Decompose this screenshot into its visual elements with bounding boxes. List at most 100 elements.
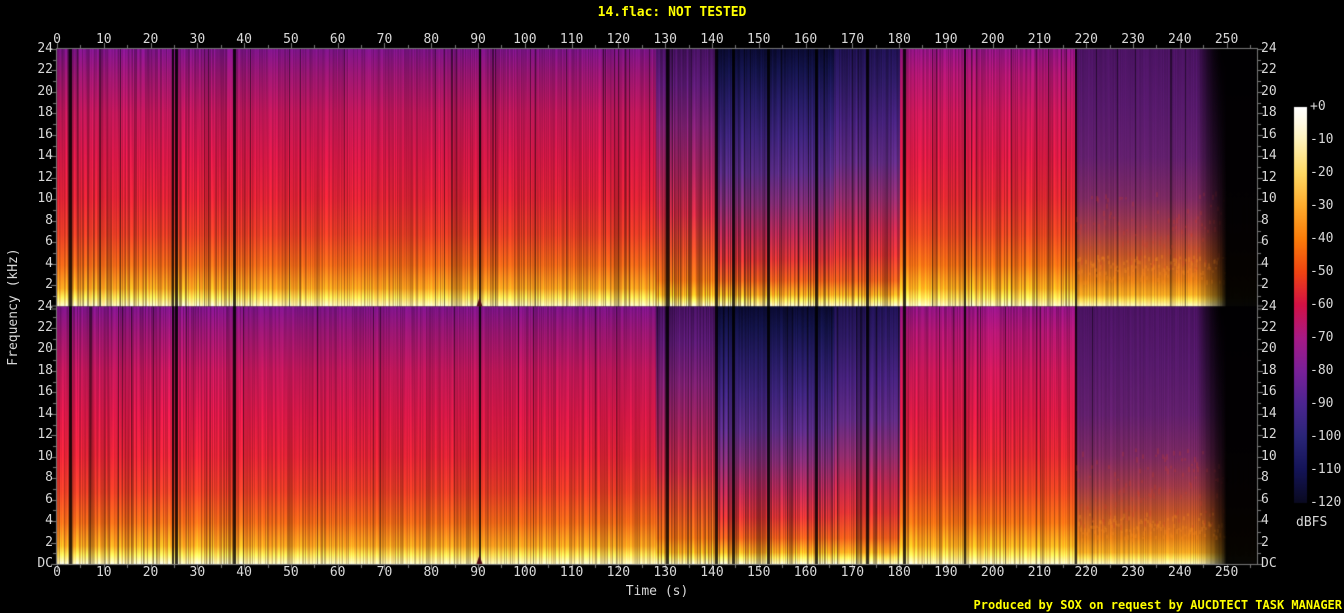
time-tick-label-top: 240 [1168, 32, 1192, 47]
freq-tick-label-right: 12 [1261, 427, 1277, 443]
freq-tick-label-right: 2 [1261, 534, 1269, 550]
time-tick-label-bottom: 180 [887, 565, 911, 580]
colorbar-unit-label: dBFS [1296, 515, 1328, 530]
time-tick-label-bottom: 80 [423, 565, 440, 580]
time-tick-label-bottom: 210 [1027, 565, 1052, 580]
time-tick-label-top: 40 [236, 32, 252, 47]
colorbar-tick-label: -90 [1310, 396, 1334, 411]
freq-tick-label-left: 24 [37, 41, 53, 56]
time-tick-label-top: 10 [95, 32, 112, 47]
time-tick-label-bottom: 120 [606, 565, 631, 580]
time-tick-label-bottom: 110 [559, 565, 584, 580]
colorbar-tick-label: -120 [1310, 495, 1342, 510]
time-tick-label-top: 70 [376, 32, 393, 47]
freq-tick-label-right: 24 [1261, 41, 1277, 56]
time-tick-label-bottom: 130 [653, 565, 677, 580]
time-tick-label-top: 220 [1074, 32, 1098, 47]
time-tick-label-top: 150 [747, 32, 771, 47]
freq-tick-label-right: 4 [1261, 513, 1269, 529]
freq-tick-label-left: 18 [37, 362, 53, 378]
time-tick-label-top: 120 [606, 32, 631, 47]
freq-tick-label-left: 16 [37, 384, 53, 400]
time-tick-label-top: 210 [1027, 32, 1052, 47]
freq-tick-label-right: 10 [1261, 191, 1277, 207]
time-tick-label-top: 110 [559, 32, 584, 47]
time-axis-label: Time (s) [625, 584, 689, 599]
freq-tick-label-right: 22 [1261, 62, 1277, 78]
freq-tick-label-right: 18 [1261, 105, 1277, 121]
freq-tick-label-right: 14 [1261, 405, 1277, 421]
colorbar-tick-label: -60 [1310, 297, 1334, 312]
freq-tick-label-left: 14 [37, 405, 53, 421]
time-tick-label-bottom: 50 [283, 565, 299, 580]
colorbar-tick-label: -30 [1310, 198, 1334, 213]
time-tick-label-bottom: 170 [840, 565, 865, 580]
time-tick-label-bottom: 150 [747, 565, 771, 580]
time-tick-label-top: 160 [793, 32, 818, 47]
freq-tick-label-left: 8 [45, 212, 53, 228]
freq-tick-label-right: 16 [1261, 384, 1277, 400]
freq-tick-label-right: 4 [1261, 255, 1269, 271]
time-tick-label-bottom: 100 [513, 565, 537, 580]
freq-tick-label-left: 2 [45, 277, 53, 293]
time-tick-label-bottom: 10 [95, 565, 112, 580]
freq-tick-label-left: DC [37, 556, 53, 571]
time-tick-label-bottom: 160 [793, 565, 818, 580]
time-tick-label-top: 200 [980, 32, 1005, 47]
time-tick-label-top: 230 [1121, 32, 1145, 47]
freq-tick-label-right: 16 [1261, 126, 1277, 142]
time-tick-label-bottom: 40 [236, 565, 252, 580]
freq-tick-label-left: 24 [37, 298, 53, 314]
time-tick-label-bottom: 200 [980, 565, 1005, 580]
freq-tick-label-left: 22 [37, 62, 53, 78]
time-tick-label-top: 100 [513, 32, 537, 47]
time-tick-label-top: 0 [53, 32, 61, 47]
freq-tick-label-left: 20 [37, 83, 53, 99]
colorbar-tick-label: -100 [1310, 429, 1342, 444]
time-tick-label-top: 20 [142, 32, 159, 47]
freq-tick-label-left: 10 [37, 448, 53, 464]
freq-tick-label-left: 8 [45, 470, 53, 486]
time-tick-label-bottom: 30 [189, 565, 206, 580]
freq-tick-label-right: 20 [1261, 341, 1277, 357]
time-tick-label-bottom: 140 [700, 565, 724, 580]
time-tick-label-bottom: 60 [329, 565, 346, 580]
freq-tick-label-right: 6 [1261, 234, 1269, 250]
time-tick-label-bottom: 220 [1074, 565, 1098, 580]
time-tick-label-top: 250 [1214, 32, 1239, 47]
freq-tick-label-left: 12 [37, 427, 53, 443]
freq-tick-label-right: 12 [1261, 169, 1277, 185]
colorbar-tick-label: -50 [1310, 264, 1334, 279]
freq-tick-label-left: 12 [37, 169, 53, 185]
time-tick-label-top: 130 [653, 32, 677, 47]
colorbar-tick-label: -110 [1310, 462, 1342, 477]
colorbar-tick-label: -20 [1310, 165, 1334, 180]
time-tick-label-top: 180 [887, 32, 911, 47]
time-tick-label-bottom: 0 [53, 565, 61, 580]
freq-tick-label-right: DC [1261, 556, 1277, 571]
attribution-text: Produced by SOX on request by AUCDTECT T… [973, 598, 1342, 612]
freq-tick-label-left: 14 [37, 148, 53, 164]
time-tick-label-bottom: 90 [470, 565, 486, 580]
colorbar-tick-label: -80 [1310, 363, 1334, 378]
time-tick-label-top: 50 [283, 32, 299, 47]
time-tick-label-top: 190 [934, 32, 958, 47]
freq-tick-label-right: 8 [1261, 470, 1269, 486]
freq-tick-label-left: 6 [45, 234, 53, 250]
freq-tick-label-left: 22 [37, 319, 53, 335]
time-tick-label-top: 90 [470, 32, 486, 47]
freq-tick-label-right: 10 [1261, 448, 1277, 464]
freq-tick-label-left: 2 [45, 534, 53, 550]
colorbar-tick-label: -10 [1310, 132, 1334, 147]
colorbar-tick-label: -40 [1310, 231, 1334, 246]
freq-tick-label-right: 24 [1261, 298, 1277, 314]
freq-tick-label-right: 20 [1261, 83, 1277, 99]
freq-tick-label-right: 14 [1261, 148, 1277, 164]
time-tick-label-top: 140 [700, 32, 724, 47]
freq-tick-label-right: 2 [1261, 277, 1269, 293]
time-tick-label-bottom: 190 [934, 565, 958, 580]
time-tick-label-bottom: 230 [1121, 565, 1145, 580]
time-tick-label-bottom: 70 [376, 565, 393, 580]
